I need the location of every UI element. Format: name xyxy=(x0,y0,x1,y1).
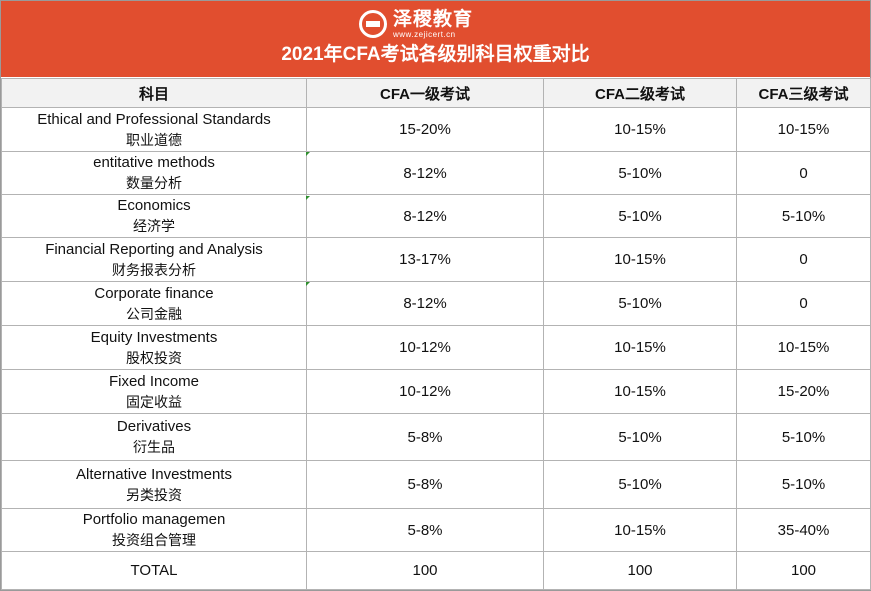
table-row: entitative methods 数量分析 8-12% 5-10% 0 xyxy=(1,151,871,195)
header-banner: 泽稷教育 www.zejicert.cn 2021年CFA考试各级别科目权重对比 xyxy=(1,1,870,77)
table-row: Ethical and Professional Standards 职业道德 15… xyxy=(1,107,871,152)
level1-weight-cell: 8-12% xyxy=(306,281,544,326)
level1-weight-cell: 13-17% xyxy=(306,237,544,282)
subject-chinese: 另类投资 xyxy=(126,486,182,503)
level2-weight-cell: 10-15% xyxy=(543,369,737,414)
subject-english: Corporate finance xyxy=(94,284,214,302)
level3-weight-cell: 15-20% xyxy=(736,369,871,414)
level1-weight-cell: 10-12% xyxy=(306,325,544,370)
subject-english: Fixed Income xyxy=(108,372,200,390)
subject-chinese: 职业道德 xyxy=(126,131,182,148)
weights-table: 科目 CFA一级考试 CFA二级考试 CFA三级考试 Ethical and P… xyxy=(1,78,871,590)
column-header-level1: CFA一级考试 xyxy=(306,78,544,108)
subject-cell: Equity Investments 股权投资 xyxy=(1,325,307,370)
level3-weight-cell: 10-15% xyxy=(736,107,871,152)
subject-english: Ethical and Professional Standards xyxy=(37,110,271,128)
level3-weight-cell: 5-10% xyxy=(736,460,871,509)
level3-weight-cell: 35-40% xyxy=(736,508,871,552)
level2-total: 100 xyxy=(543,551,737,590)
subject-english: Economics xyxy=(117,197,191,214)
level3-weight-cell: 5-10% xyxy=(736,194,871,238)
table-header-row: 科目 CFA一级考试 CFA二级考试 CFA三级考试 xyxy=(1,78,871,108)
subject-english: Financial Reporting and Analysis xyxy=(45,240,263,258)
level2-weight-cell: 10-15% xyxy=(543,508,737,552)
level2-weight-cell: 5-10% xyxy=(543,151,737,195)
level2-weight-cell: 5-10% xyxy=(543,194,737,238)
subject-chinese: 股权投资 xyxy=(126,349,182,366)
level3-weight-cell: 0 xyxy=(736,151,871,195)
subject-english: Derivatives xyxy=(116,418,192,435)
column-header-level2: CFA二级考试 xyxy=(543,78,737,108)
total-label: TOTAL xyxy=(1,551,307,590)
level2-weight-cell: 10-15% xyxy=(543,237,737,282)
table-row: Economics 经济学 8-12% 5-10% 5-10% xyxy=(1,194,871,238)
level2-weight-cell: 10-15% xyxy=(543,325,737,370)
level3-weight-cell: 5-10% xyxy=(736,413,871,461)
level2-weight-cell: 5-10% xyxy=(543,413,737,461)
cell-comment-marker xyxy=(306,282,310,286)
level2-weight-cell: 5-10% xyxy=(543,460,737,509)
table-row: Portfolio managemen 投资组合管理 5-8% 10-15% 35-40… xyxy=(1,508,871,552)
cell-comment-marker xyxy=(306,196,310,200)
page-title: 2021年CFA考试各级别科目权重对比 xyxy=(281,44,590,65)
table-row: Derivatives 衍生品 5-8% 5-10% 5-10% xyxy=(1,413,871,461)
level1-weight-cell: 5-8% xyxy=(306,508,544,552)
total-row: TOTAL 100 100 100 xyxy=(1,551,871,590)
brand-logo-icon xyxy=(359,10,387,38)
column-header-subject: 科目 xyxy=(1,78,307,108)
column-header-level3: CFA三级考试 xyxy=(736,78,871,108)
subject-english: Portfolio managemen xyxy=(82,511,226,528)
level3-weight-cell: 0 xyxy=(736,237,871,282)
subject-english: Equity Investments xyxy=(90,328,218,346)
brand-logo: 泽稷教育 www.zejicert.cn xyxy=(359,7,473,41)
level1-total: 100 xyxy=(306,551,544,590)
level1-weight-cell: 5-8% xyxy=(306,460,544,509)
cell-comment-marker xyxy=(306,152,310,156)
level3-total: 100 xyxy=(736,551,871,590)
table-row: Alternative Investments 另类投资 5-8% 5-10% 5-10… xyxy=(1,460,871,509)
level1-weight-cell: 8-12% xyxy=(306,194,544,238)
subject-cell: Economics 经济学 xyxy=(1,194,307,238)
level2-weight-cell: 10-15% xyxy=(543,107,737,152)
subject-chinese: 投资组合管理 xyxy=(112,532,196,548)
subject-cell: Ethical and Professional Standards 职业道德 xyxy=(1,107,307,152)
subject-chinese: 固定收益 xyxy=(126,393,182,410)
subject-cell: Derivatives 衍生品 xyxy=(1,413,307,461)
subject-chinese: 衍生品 xyxy=(133,439,175,455)
level1-weight-cell: 5-8% xyxy=(306,413,544,461)
table-row: Corporate finance 公司金融 8-12% 5-10% 0 xyxy=(1,281,871,326)
level1-weight-cell: 15-20% xyxy=(306,107,544,152)
level3-weight-cell: 10-15% xyxy=(736,325,871,370)
table-row: Equity Investments 股权投资 10-12% 10-15% 10-15% xyxy=(1,325,871,370)
table-body: Ethical and Professional Standards 职业道德 15… xyxy=(1,107,871,590)
brand-url: www.zejicert.cn xyxy=(393,29,456,39)
subject-chinese: 公司金融 xyxy=(126,305,182,322)
level1-weight-cell: 8-12% xyxy=(306,151,544,195)
subject-chinese: 财务报表分析 xyxy=(112,261,196,278)
subject-cell: Fixed Income 固定收益 xyxy=(1,369,307,414)
subject-cell: Corporate finance 公司金融 xyxy=(1,281,307,326)
subject-cell: Alternative Investments 另类投资 xyxy=(1,460,307,509)
table-row: Financial Reporting and Analysis 财务报表分析 13… xyxy=(1,237,871,282)
level1-weight-cell: 10-12% xyxy=(306,369,544,414)
subject-chinese: 经济学 xyxy=(133,218,175,234)
brand-name: 泽稷教育 xyxy=(393,8,474,30)
subject-cell: entitative methods 数量分析 xyxy=(1,151,307,195)
subject-english: entitative methods xyxy=(93,154,215,171)
level3-weight-cell: 0 xyxy=(736,281,871,326)
subject-english: Alternative Investments xyxy=(76,465,232,483)
level2-weight-cell: 5-10% xyxy=(543,281,737,326)
subject-chinese: 数量分析 xyxy=(126,175,182,191)
subject-cell: Portfolio managemen 投资组合管理 xyxy=(1,508,307,552)
subject-cell: Financial Reporting and Analysis 财务报表分析 xyxy=(1,237,307,282)
table-row: Fixed Income 固定收益 10-12% 10-15% 15-20% xyxy=(1,369,871,414)
brand-text: 泽稷教育 www.zejicert.cn xyxy=(393,10,473,39)
